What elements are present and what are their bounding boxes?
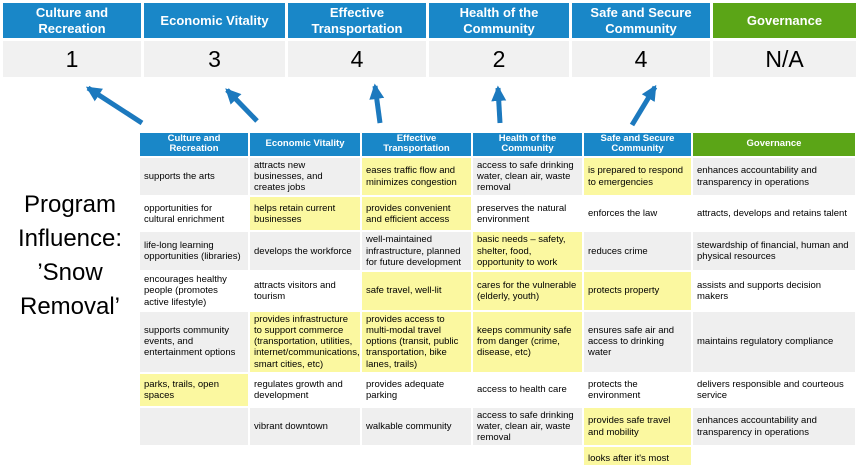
- matrix-cell: enforces the law: [584, 197, 691, 231]
- matrix-cell: life-long learning opportunities (librar…: [140, 232, 248, 271]
- matrix-cell: enhances accountability and transparency…: [693, 157, 855, 196]
- program-label-line: Removal’: [19, 293, 121, 320]
- matrix-row: supports the arts attracts new businesses…: [140, 157, 855, 196]
- matrix-cell: provides adequate parking: [362, 373, 471, 406]
- arrow-icon: [85, 85, 144, 126]
- summary-score-cell: 4: [572, 41, 710, 77]
- program-label-line: Influence:: [17, 225, 123, 252]
- matrix-cell: develops the workforce: [250, 232, 360, 271]
- matrix-cell: access to safe drinking water, clean air…: [473, 157, 582, 196]
- matrix-cell-highlighted: provides access to multi-modal travel op…: [362, 311, 471, 372]
- matrix-cell: [140, 407, 248, 446]
- matrix-cell: delivers responsible and courteous servi…: [693, 373, 855, 406]
- summary-score-cell: 2: [429, 41, 569, 77]
- summary-header-cell: Safe and Secure Community: [572, 3, 710, 38]
- summary-header-cell: Effective Transportation: [288, 3, 426, 38]
- matrix-row: opportunities for cultural enrichment hel…: [140, 197, 855, 231]
- matrix-cell: [473, 447, 582, 465]
- matrix-cell-highlighted: is prepared to respond to emergencies: [584, 157, 691, 196]
- matrix-header-cell: Culture and Recreation: [140, 133, 248, 156]
- matrix-cell: preserves the natural environment: [473, 197, 582, 231]
- matrix-cell: [362, 447, 471, 465]
- matrix-cell: encourages healthy people (promotes acti…: [140, 272, 248, 310]
- matrix-cell: [693, 447, 855, 465]
- matrix-cell-highlighted: provides infrastructure to support comme…: [250, 311, 360, 372]
- matrix-cell: enhances accountability and transparency…: [693, 407, 855, 446]
- summary-score-row: 1 3 4 2 4 N/A: [3, 41, 856, 77]
- matrix-cell: supports the arts: [140, 157, 248, 196]
- summary-table: Culture and Recreation Economic Vitality E…: [3, 3, 856, 77]
- matrix-row: encourages healthy people (promotes acti…: [140, 272, 855, 310]
- matrix-cell: supports community events, and entertain…: [140, 311, 248, 372]
- summary-score-cell: N/A: [713, 41, 856, 77]
- matrix-cell: [250, 447, 360, 465]
- arrow-icon: [369, 83, 385, 124]
- summary-header-cell: Governance: [713, 3, 856, 38]
- matrix-cell: regulates growth and development: [250, 373, 360, 406]
- summary-score-cell: 4: [288, 41, 426, 77]
- matrix-cell-highlighted: protects property: [584, 272, 691, 310]
- matrix-row: vibrant downtown walkable community access…: [140, 407, 855, 446]
- matrix-row: supports community events, and entertain…: [140, 311, 855, 372]
- matrix-cell-highlighted: provides safe travel and mobility: [584, 407, 691, 446]
- arrow-icon: [491, 85, 507, 124]
- matrix-row: looks after it's most vulnerable: [140, 447, 855, 465]
- matrix-cell: attracts, develops and retains talent: [693, 197, 855, 231]
- matrix-cell-highlighted: cares for the vulnerable (elderly, youth…: [473, 272, 582, 310]
- matrix-cell-highlighted: helps retain current businesses: [250, 197, 360, 231]
- matrix-row: life-long learning opportunities (librar…: [140, 232, 855, 271]
- summary-header-cell: Culture and Recreation: [3, 3, 141, 38]
- program-label-line: Program: [23, 191, 117, 218]
- matrix-cell: attracts new businesses, and creates job…: [250, 157, 360, 196]
- matrix-cell: reduces crime: [584, 232, 691, 271]
- summary-header-row: Culture and Recreation Economic Vitality E…: [3, 3, 856, 38]
- matrix-cell: attracts visitors and tourism: [250, 272, 360, 310]
- matrix-cell: stewardship of financial, human and phys…: [693, 232, 855, 271]
- matrix-row: parks, trails, open spaces regulates grow…: [140, 373, 855, 406]
- matrix-cell-highlighted: basic needs – safety, shelter, food, opp…: [473, 232, 582, 271]
- summary-header-cell: Economic Vitality: [144, 3, 285, 38]
- matrix-cell: ensures safe air and access to drinking …: [584, 311, 691, 372]
- arrow-icon: [225, 88, 259, 123]
- matrix-cell-highlighted: provides convenient and efficient access: [362, 197, 471, 231]
- matrix-cell-highlighted: parks, trails, open spaces: [140, 373, 248, 406]
- matrix-cell: access to health care: [473, 373, 582, 406]
- matrix-cell: [140, 447, 248, 465]
- summary-score-cell: 3: [144, 41, 285, 77]
- matrix-cell: walkable community: [362, 407, 471, 446]
- matrix-cell-highlighted: eases traffic flow and minimizes congest…: [362, 157, 471, 196]
- priority-matrix: Culture and Recreation Economic Vitality E…: [138, 131, 857, 465]
- matrix-cell: assists and supports decision makers: [693, 272, 855, 310]
- matrix-header-cell: Health of the Community: [473, 133, 582, 156]
- matrix-header-cell: Economic Vitality: [250, 133, 360, 156]
- matrix-cell-highlighted: safe travel, well-lit: [362, 272, 471, 310]
- matrix-cell: well-maintained infrastructure, planned …: [362, 232, 471, 271]
- matrix-cell-highlighted: looks after it's most vulnerable: [584, 447, 691, 465]
- matrix-cell-highlighted: keeps community safe from danger (crime,…: [473, 311, 582, 372]
- matrix-cell: access to safe drinking water, clean air…: [473, 407, 582, 446]
- program-influence-label: Program Influence: ’Snow Removal’: [0, 188, 140, 324]
- matrix-header-cell: Effective Transportation: [362, 133, 471, 156]
- matrix-cell: opportunities for cultural enrichment: [140, 197, 248, 231]
- program-label-line: ’Snow: [37, 259, 103, 286]
- summary-score-cell: 1: [3, 41, 141, 77]
- matrix-cell: protects the environment: [584, 373, 691, 406]
- arrow-icon: [629, 84, 658, 127]
- summary-header-cell: Health of the Community: [429, 3, 569, 38]
- matrix-header-cell: Safe and Secure Community: [584, 133, 691, 156]
- matrix-header-row: Culture and Recreation Economic Vitality E…: [140, 133, 855, 156]
- matrix-cell: vibrant downtown: [250, 407, 360, 446]
- matrix-cell: maintains regulatory compliance: [693, 311, 855, 372]
- matrix-header-cell: Governance: [693, 133, 855, 156]
